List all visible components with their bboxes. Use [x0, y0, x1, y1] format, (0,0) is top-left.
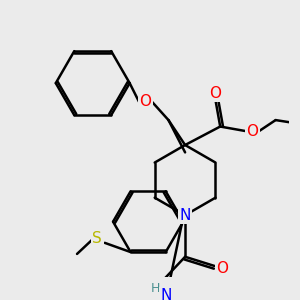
Text: O: O	[247, 124, 259, 139]
Text: O: O	[140, 94, 152, 109]
Text: N: N	[179, 208, 191, 223]
Text: O: O	[216, 261, 228, 276]
Text: N: N	[161, 288, 172, 300]
Text: O: O	[210, 86, 222, 101]
Text: H: H	[151, 282, 160, 295]
Text: S: S	[92, 231, 102, 246]
